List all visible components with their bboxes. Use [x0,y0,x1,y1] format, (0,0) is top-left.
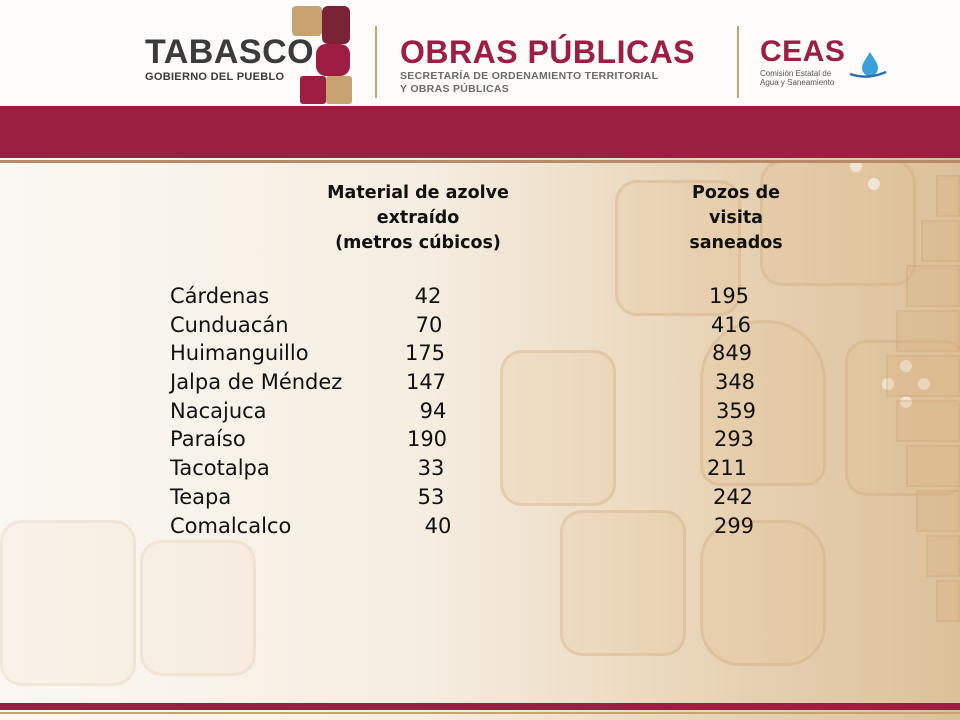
tabasco-subtitle: GOBIERNO DEL PUEBLO [145,71,285,83]
pozos-cell: 242 [712,484,754,509]
material-cell: 190 [406,427,448,452]
header: TABASCO GOBIERNO DEL PUEBLO OBRAS PÚBLIC… [0,0,960,106]
material-cell: 53 [417,484,445,509]
municipio-cell: Huimanguillo [170,341,309,366]
pozos-cell: 348 [714,370,756,395]
table-row: Tacotalpa 33 211 [0,456,960,485]
band-divider [0,160,960,163]
background-pattern [0,160,960,705]
obras-subtitle-1: SECRETARÍA DE ORDENAMIENTO TERRITORIAL [400,70,659,82]
municipio-cell: Comalcalco [170,513,292,538]
table-row: Cárdenas 42 195 [0,284,960,313]
material-cell: 147 [405,370,447,395]
municipio-cell: Paraíso [170,427,246,452]
material-cell: 175 [404,341,446,366]
material-cell: 94 [419,398,447,423]
tabasco-name: TABASCO [145,33,315,71]
table-row: Cunduacán 70 416 [0,313,960,342]
table-row: Teapa 53 242 [0,485,960,514]
data-table: Cárdenas 42 195 Cunduacán 70 416 Huimang… [0,284,960,542]
material-cell: 42 [414,284,442,308]
municipio-cell: Nacajuca [170,398,267,423]
column-header-pozos: Pozos de visita saneados [689,183,783,253]
pozos-cell: 359 [715,398,757,423]
pozos-cell: 416 [710,312,752,337]
title-band [0,106,960,158]
table-row: Jalpa de Méndez 147 348 [0,370,960,399]
table-row: Comalcalco 40 299 [0,514,960,543]
ceas-name: CEAS [760,35,846,68]
header-divider [737,26,739,98]
obras-name: OBRAS PÚBLICAS [400,34,696,70]
municipio-cell: Cárdenas [170,284,270,308]
column-header-material: Material de azolve extraído (metros cúbi… [327,183,509,253]
municipio-cell: Cunduacán [170,312,289,337]
municipio-cell: Teapa [170,484,232,509]
header-divider [375,26,377,98]
tabasco-logo: TABASCO GOBIERNO DEL PUEBLO [145,35,314,83]
obras-subtitle-2: Y OBRAS PÚBLICAS [400,83,510,95]
table-row: Paraíso 190 293 [0,427,960,456]
ceas-subtitle-2: Agua y Saneamiento [760,78,835,87]
tabasco-emblem-icon [292,6,354,104]
ceas-logo: CEAS Comisión Estatal de Agua y Saneamie… [760,35,855,88]
table-row: Huimanguillo 175 849 [0,341,960,370]
municipio-cell: Jalpa de Méndez [170,370,343,395]
ceas-subtitle-1: Comisión Estatal de [760,69,832,78]
footer-line [0,712,960,714]
material-cell: 40 [424,513,452,538]
water-drop-icon [849,52,887,78]
table-row: Nacajuca 94 359 [0,399,960,428]
material-cell: 70 [415,312,443,337]
pozos-cell: 195 [708,284,750,308]
pozos-cell: 211 [706,456,748,481]
obras-publicas-logo: OBRAS PÚBLICAS SECRETARÍA DE ORDENAMIENT… [400,36,695,96]
municipio-cell: Tacotalpa [170,456,270,481]
material-cell: 33 [417,456,445,481]
stairs-decoration [886,175,960,625]
footer-band [0,703,960,710]
pozos-cell: 849 [711,341,753,366]
pozos-cell: 293 [713,427,755,452]
pozos-cell: 299 [713,513,755,538]
